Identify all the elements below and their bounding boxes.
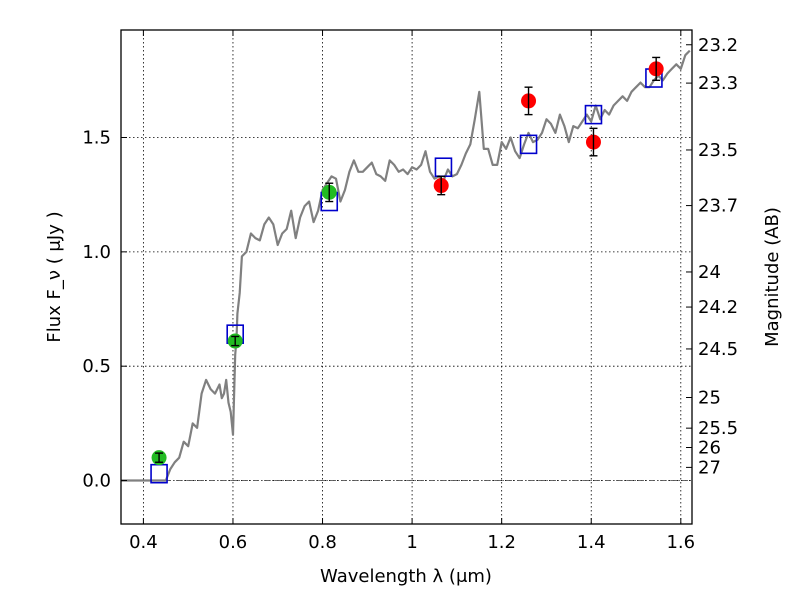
y-axis-ticks: 0.0 0.5 1.0 1.5 [82,127,127,492]
x-tick-label: 0.6 [219,532,248,553]
plot-frame [121,30,692,524]
model-square [519,134,538,155]
x-axis-title: Wavelength λ (μm) [320,566,492,587]
x-tick-label: 0.4 [129,532,158,553]
mag-tick-label: 24.2 [698,297,738,318]
model-square [584,104,603,125]
mag-tick-label: 26 [698,437,721,458]
mag-tick-label: 23.3 [698,73,738,94]
y-tick-label: 0.5 [82,356,111,377]
y-tick-label: 1.0 [82,242,111,263]
y-tick-label: 0.0 [82,471,111,492]
mag-tick-label: 27 [698,457,721,478]
x-tick-label: 0.8 [308,532,337,553]
grid-lines [121,30,692,524]
plot-border [120,29,693,525]
x-tick-label: 1.6 [666,532,695,553]
mag-tick-label: 23.7 [698,196,738,217]
mag-tick-label: 25.5 [698,418,738,439]
mag-tick-label: 24 [698,262,721,283]
right-axis-title: Magnitude (AB) [762,207,783,347]
mag-tick-label: 23.5 [698,140,738,161]
x-tick-label: 1 [406,532,417,553]
mag-tick-label: 23.2 [698,35,738,56]
x-tick-label: 1.2 [487,532,516,553]
y-axis-title: Flux F_ν ( μJy ) [44,211,65,342]
mag-tick-label: 25 [698,388,721,409]
x-tick-label: 1.4 [577,532,606,553]
y-tick-label: 1.5 [82,127,111,148]
green-observed-points [151,182,337,466]
red-observed-points [433,56,664,196]
mag-tick-label: 24.5 [698,339,738,360]
x-axis-ticks: 0.4 0.6 0.8 1 1.2 1.4 1.6 [129,30,695,553]
